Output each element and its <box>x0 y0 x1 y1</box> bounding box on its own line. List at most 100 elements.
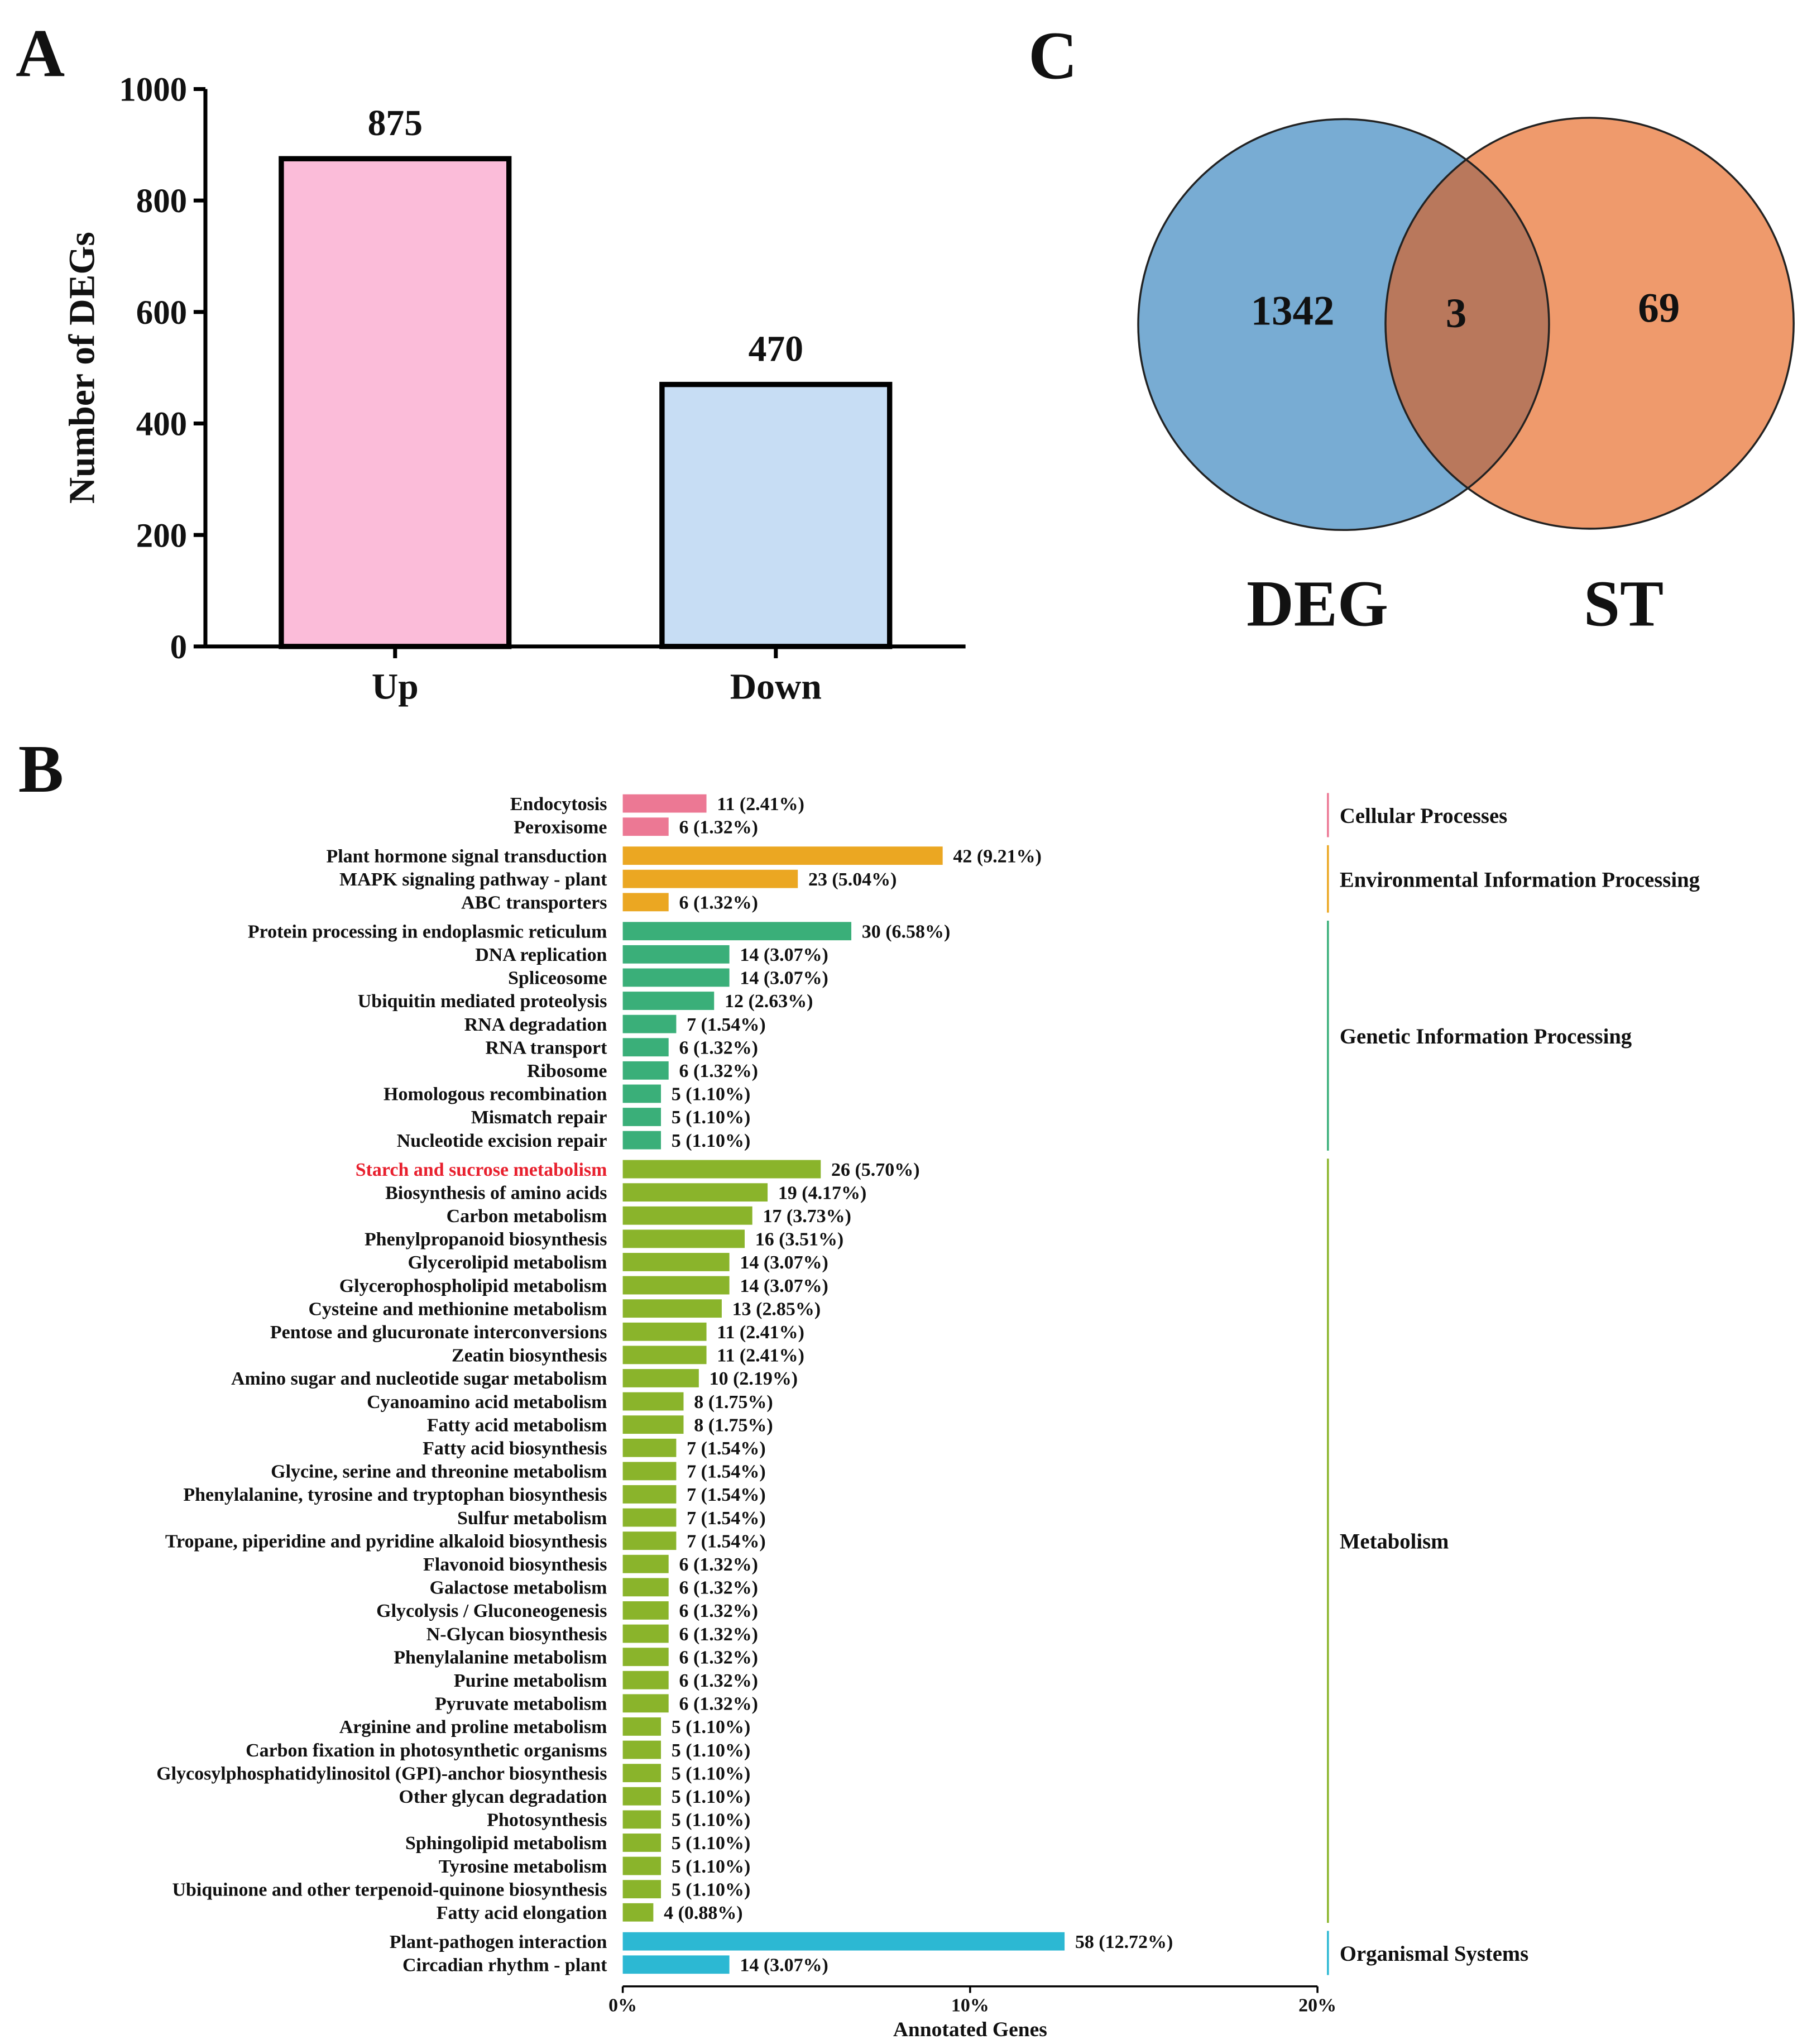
bar-data-label: 26 (5.70%) <box>831 1160 920 1180</box>
pathway-label: N-Glycan biosynthesis <box>426 1624 607 1645</box>
bar-data-label: 10 (2.19%) <box>710 1368 798 1389</box>
pathway-label: Biosynthesis of amino acids <box>385 1183 607 1203</box>
bar-data-label: 7 (1.54%) <box>687 1531 766 1552</box>
pathway-label: Phenylpropanoid biosynthesis <box>365 1229 607 1250</box>
panel-label-b: B <box>18 731 64 807</box>
bar-data-label: 8 (1.75%) <box>694 1415 773 1435</box>
bar <box>622 1856 661 1875</box>
pathway-label: DNA replication <box>475 945 607 965</box>
bar <box>622 1108 661 1126</box>
pathway-label: RNA transport <box>485 1037 607 1058</box>
pathway-label: Tropane, piperidine and pyridine alkaloi… <box>165 1531 607 1552</box>
pathway-label: Phenylalanine, tyrosine and tryptophan b… <box>183 1485 607 1505</box>
bar-data-label: 23 (5.04%) <box>808 869 897 890</box>
y-tick-label: 800 <box>136 183 187 220</box>
bar-data-label: 5 (1.10%) <box>672 1833 751 1854</box>
panel-c-venn: 1342 3 69 DEG ST <box>1137 117 1795 640</box>
bar <box>622 1160 821 1179</box>
pathway-label: Ubiquitin mediated proteolysis <box>358 991 607 1012</box>
bar-data-label: 6 (1.32%) <box>679 1647 758 1668</box>
venn-count-st-only: 69 <box>1638 285 1680 332</box>
bar-data-label: 7 (1.54%) <box>687 1485 766 1505</box>
bar <box>622 1810 661 1829</box>
y-axis-label: Number of DEGs <box>63 232 103 504</box>
bar-data-label: 14 (3.07%) <box>740 945 828 965</box>
pathway-label: RNA degradation <box>464 1014 607 1035</box>
pathway-label: Carbon metabolism <box>447 1206 607 1227</box>
pathway-label: Peroxisome <box>514 817 607 837</box>
bar <box>622 1346 707 1365</box>
bar <box>622 1253 730 1271</box>
bar <box>622 1392 684 1411</box>
panel-label-c: C <box>1028 18 1077 94</box>
pathway-label: Glycosylphosphatidylinositol (GPI)-ancho… <box>156 1763 607 1784</box>
bar-data-label: 14 (3.07%) <box>740 1252 828 1273</box>
venn-count-intersection: 3 <box>1446 290 1467 337</box>
bar-data-label: 5 (1.10%) <box>672 1717 751 1737</box>
bar-data-label: 17 (3.73%) <box>763 1206 851 1227</box>
pathway-label: Starch and sucrose metabolism <box>356 1160 607 1180</box>
y-tick-label: 200 <box>136 517 187 554</box>
bar-data-label: 11 (2.41%) <box>717 1322 804 1343</box>
bar-data-label: 11 (2.41%) <box>717 1346 804 1366</box>
pathway-label: Arginine and proline metabolism <box>339 1717 607 1737</box>
pathway-label: Zeatin biosynthesis <box>452 1346 607 1366</box>
bar <box>622 945 730 964</box>
panel-b-kegg-chart: Endocytosis 11 (2.41%) Peroxisome 6 (1.32%)… <box>156 793 1700 2041</box>
bar <box>622 1601 669 1620</box>
bar-data-label: 6 (1.32%) <box>679 817 758 837</box>
venn-intersection <box>1385 119 1549 529</box>
bar <box>622 1229 745 1248</box>
pathway-label: Amino sugar and nucleotide sugar metabol… <box>231 1368 607 1389</box>
bar <box>622 968 730 987</box>
panel-a-bar-chart: 0 200 400 600 800 1000 Number of DEGs 875 Up 470 D… <box>63 71 966 707</box>
bar <box>622 1014 677 1033</box>
bar-data-label: 6 (1.32%) <box>679 1061 758 1081</box>
x-tick-label: 20% <box>1298 1995 1336 2016</box>
bar <box>622 869 798 888</box>
bar-data-label: 14 (3.07%) <box>740 1955 828 1975</box>
bar <box>622 1276 730 1295</box>
bar-data-label: 6 (1.32%) <box>679 893 758 913</box>
bar-data-label: 6 (1.32%) <box>679 1037 758 1058</box>
bar <box>622 1299 722 1318</box>
pathway-label: Plant hormone signal transduction <box>326 846 607 867</box>
pathway-label: Purine metabolism <box>454 1670 607 1691</box>
pathway-label: Sulfur metabolism <box>457 1508 607 1529</box>
bar <box>622 1787 661 1806</box>
bar-data-label: 7 (1.54%) <box>687 1508 766 1529</box>
bar-data-label: 470 <box>749 329 803 369</box>
pathway-label: Pentose and glucuronate interconversions <box>270 1322 607 1343</box>
y-tick-label: 600 <box>136 294 187 332</box>
pathway-label: Fatty acid biosynthesis <box>423 1438 607 1459</box>
pathway-label: Sphingolipid metabolism <box>405 1833 607 1854</box>
bar-data-label: 58 (12.72%) <box>1075 1932 1173 1952</box>
bar <box>622 1206 752 1225</box>
y-tick-label: 400 <box>136 406 187 443</box>
pathway-label: MAPK signaling pathway - plant <box>339 869 607 890</box>
bar-data-label: 6 (1.32%) <box>679 1601 758 1621</box>
pathway-label: Homologous recombination <box>384 1084 607 1105</box>
pathway-label: Glycolysis / Gluconeogenesis <box>376 1601 607 1621</box>
bar <box>622 1462 677 1481</box>
pathway-label: Mismatch repair <box>471 1107 607 1128</box>
pathway-label: Glycerolipid metabolism <box>408 1252 607 1273</box>
pathway-label: Spliceosome <box>508 968 607 989</box>
bar-data-label: 19 (4.17%) <box>778 1183 867 1203</box>
bar <box>622 817 669 836</box>
bar <box>622 1438 677 1457</box>
pathway-label: Carbon fixation in photosynthetic organi… <box>246 1740 607 1761</box>
bar-data-label: 5 (1.10%) <box>672 1740 751 1761</box>
bar-data-label: 11 (2.41%) <box>717 794 804 815</box>
bar <box>622 992 715 1010</box>
bar-data-label: 5 (1.10%) <box>672 1131 751 1151</box>
bar-down <box>659 381 893 649</box>
pathway-label: Circadian rhythm - plant <box>402 1955 607 1975</box>
bar <box>622 1932 1065 1951</box>
pathway-label: Cysteine and methionine metabolism <box>308 1299 607 1319</box>
venn-set-label-st: ST <box>1584 568 1664 640</box>
bar-data-label: 14 (3.07%) <box>740 968 828 989</box>
bar-data-label: 6 (1.32%) <box>679 1554 758 1575</box>
bar-data-label: 4 (0.88%) <box>664 1903 743 1923</box>
